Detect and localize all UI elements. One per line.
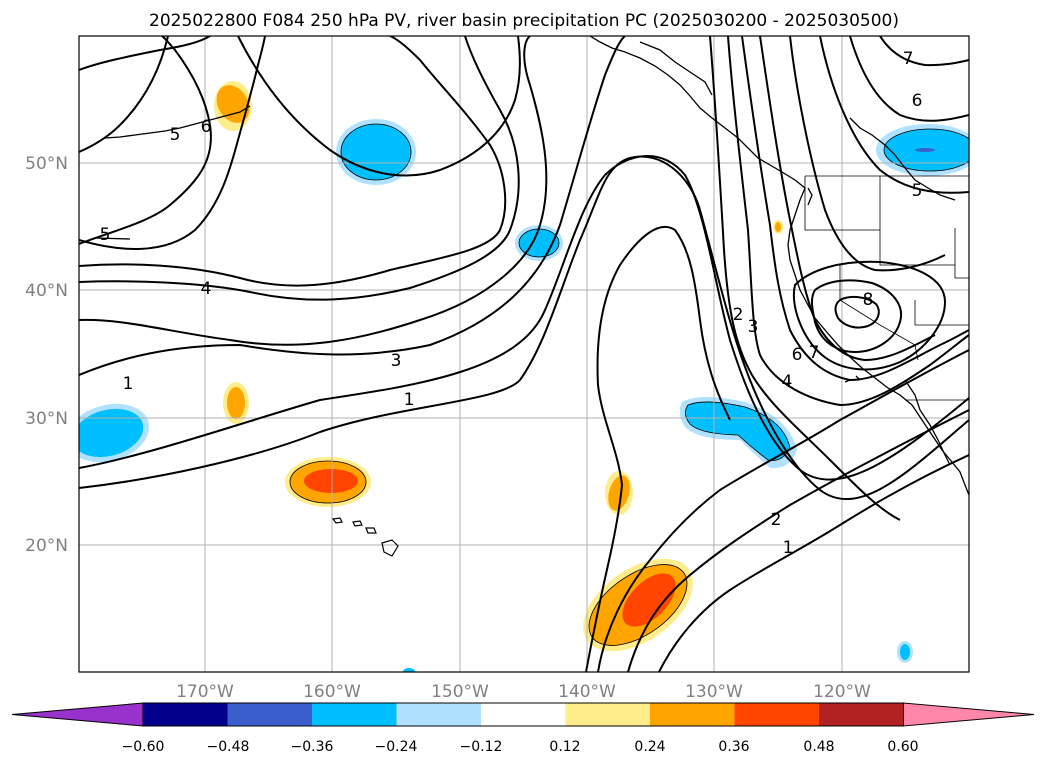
contour-label: 1: [123, 374, 134, 394]
contour-label: 2: [733, 305, 744, 325]
lat-tick-label: 30°N: [25, 409, 68, 429]
state-borders: [804, 175, 969, 401]
colorbar-segment: [734, 703, 820, 726]
colorbar-segments: [11, 702, 1035, 727]
lon-tick-label: 120°W: [813, 682, 871, 702]
hawaii-islands: [331, 517, 399, 557]
colorbar-segment: [565, 703, 651, 726]
colorbar-segment: [650, 703, 735, 726]
contour-label: 3: [391, 351, 402, 371]
contour-label: 5: [170, 125, 181, 145]
negative-anomaly-east: [679, 397, 797, 469]
negative-anomaly-canada: [876, 124, 969, 176]
positive-anomaly-coast-core: [775, 222, 781, 232]
colorbar-extend-max: [903, 702, 1035, 727]
lon-tick-label: 150°W: [431, 682, 489, 702]
colorbar-tick-label: 0.24: [634, 739, 665, 755]
contour-label: 2: [771, 510, 782, 530]
contour-label: 5: [912, 181, 923, 201]
positive-anomaly-w30n: [223, 382, 249, 424]
colorbar: −0.60 −0.48 −0.36 −0.24 −0.12 0.12 0.24 …: [11, 702, 1035, 755]
lat-tick-label: 20°N: [25, 536, 68, 556]
colorbar-tick-label: −0.12: [460, 739, 503, 755]
colorbar-segment: [143, 703, 228, 726]
colorbar-tick-label: 0.48: [803, 739, 834, 755]
contour-label: 4: [782, 372, 793, 392]
colorbar-tick-label: −0.24: [375, 739, 418, 755]
map-panel: 5 6 5 4 1 3 1 2 1 2 3 4 6 7 8 6 5 7: [78, 35, 970, 673]
colorbar-segment: [312, 703, 397, 726]
contour-label: 3: [748, 317, 759, 337]
colorbar-tick-label: −0.60: [122, 739, 165, 755]
contour-label: 1: [404, 390, 415, 410]
colorbar-ticks: −0.60 −0.48 −0.36 −0.24 −0.12 0.12 0.24 …: [122, 739, 919, 755]
colorbar-extend-min: [11, 702, 144, 727]
graticule: [79, 36, 969, 672]
negative-anomaly-mexico: [897, 641, 913, 663]
contour-label: 6: [201, 117, 212, 137]
contour-labels: 5 6 5 4 1 3 1 2 1 2 3 4 6 7 8 6 5 7: [100, 49, 923, 558]
lat-tick-label: 40°N: [25, 281, 68, 301]
map-frame: [78, 35, 970, 673]
colorbar-tick-label: 0.12: [549, 739, 580, 755]
colorbar-tick-label: 0.36: [718, 739, 749, 755]
colorbar-frame: [142, 702, 904, 727]
colorbar-segment: [481, 703, 566, 726]
contour-label: 5: [100, 225, 111, 245]
positive-anomaly-hawaii: [285, 457, 371, 507]
positive-anomaly-alaska: [214, 81, 252, 131]
colorbar-segment: [396, 703, 482, 726]
colorbar-segment: [819, 703, 904, 726]
figure-title: 2025022800 F084 250 hPa PV, river basin …: [149, 11, 899, 31]
contour-label: 8: [863, 290, 874, 310]
lat-axis: 20°N 30°N 40°N 50°N: [25, 154, 68, 556]
contour-label: 4: [201, 279, 212, 299]
lon-axis: 170°W 160°W 150°W 140°W 130°W 120°W: [176, 682, 871, 702]
colorbar-tick-label: 0.60: [887, 739, 918, 755]
contour-label: 7: [809, 343, 820, 363]
map-background: [79, 36, 969, 672]
positive-anomaly-central: [605, 471, 633, 515]
negative-anomaly-bottom: [403, 668, 415, 672]
contour-label: 6: [792, 345, 803, 365]
lon-tick-label: 130°W: [685, 682, 743, 702]
lon-tick-label: 160°W: [303, 682, 361, 702]
lon-tick-label: 140°W: [558, 682, 616, 702]
lat-tick-label: 50°N: [25, 154, 68, 174]
contour-label: 6: [912, 91, 923, 111]
colorbar-tick-label: −0.36: [291, 739, 334, 755]
pv-contours: [79, 36, 969, 672]
colorbar-tick-label: −0.48: [207, 739, 250, 755]
colorbar-segment: [227, 703, 313, 726]
contour-label: 1: [783, 538, 794, 558]
lon-tick-label: 170°W: [176, 682, 234, 702]
contour-label: 7: [903, 49, 914, 69]
